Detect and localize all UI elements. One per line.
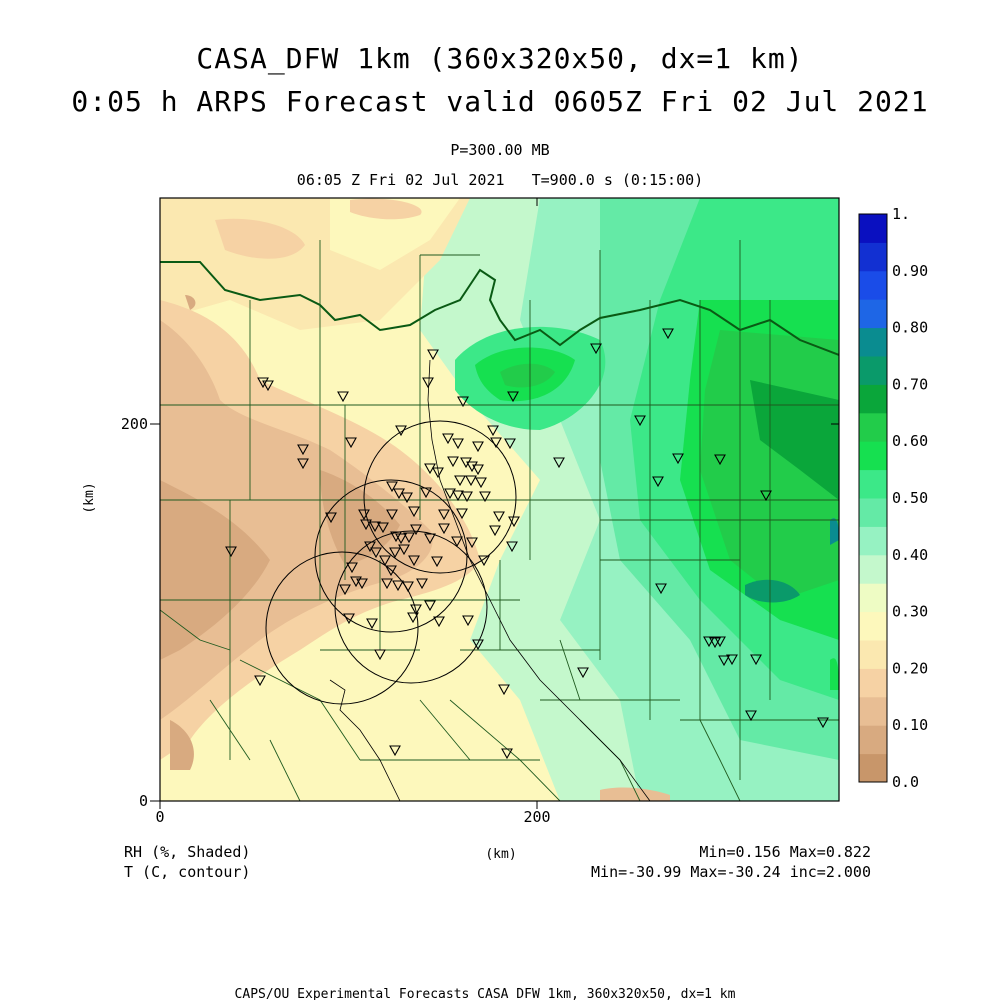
colorbar-swatch (859, 668, 887, 698)
colorbar-swatch (859, 412, 887, 442)
colorbar-tick-label: 0.50 (892, 489, 928, 507)
colorbar-swatch (859, 498, 887, 527)
colorbar-swatch (859, 327, 887, 357)
plot-frame (159, 197, 840, 802)
colorbar-swatch (859, 554, 887, 584)
rh-shaded-field (160, 198, 839, 801)
colorbar-swatch (859, 725, 887, 755)
shaded-field-label: RH (%, Shaded) (124, 843, 250, 861)
colorbar-tick-label: 0.90 (892, 262, 928, 280)
colorbar-swatch (859, 469, 887, 499)
forecast-valid-title: 0:05 h ARPS Forecast valid 0605Z Fri 02 … (71, 85, 929, 118)
rh-colorbar (859, 214, 887, 783)
colorbar-swatch (859, 356, 887, 385)
colorbar-tick-label: 0.20 (892, 659, 928, 677)
state-boundary (160, 261, 839, 356)
colorbar-tick-label: 0.10 (892, 716, 928, 734)
colorbar-swatch (859, 242, 887, 272)
x-tick-label: 200 (523, 808, 550, 826)
contour-range: Min=-30.99 Max=-30.24 inc=2.000 (591, 863, 871, 881)
colorbar-frame (858, 213, 888, 783)
colorbar-swatch (859, 611, 887, 641)
colorbar-tick-label: 0.70 (892, 375, 928, 393)
plot-title: CASA_DFW 1km (360x320x50, dx=1 km) (196, 42, 804, 75)
river-line (329, 679, 401, 801)
y-tick-label: 0 (139, 792, 148, 810)
colorbar-labels: 0.0 0.10 0.20 0.30 0.40 0.50 0.60 0.70 0.80 0.90 1… (892, 205, 928, 791)
colorbar-tick-label: 0.30 (892, 603, 928, 621)
colorbar-tick-label: 1. (892, 205, 910, 223)
colorbar-swatch (859, 214, 887, 243)
river-line (427, 359, 651, 801)
colorbar-swatch (859, 441, 887, 471)
radar-range-rings (265, 420, 517, 705)
colorbar-swatch (859, 384, 887, 414)
y-tick-label: 200 (121, 415, 148, 433)
colorbar-swatch (859, 753, 887, 783)
x-tick-label: 0 (155, 808, 164, 826)
valid-time-line: 06:05 Z Fri 02 Jul 2021 T=900.0 s (0:15:… (296, 171, 704, 189)
colorbar-tick-label: 0.0 (892, 773, 919, 791)
colorbar-swatch (859, 583, 887, 613)
footer-credit: CAPS/OU Experimental Forecasts CASA DFW … (235, 987, 736, 1000)
pressure-level: P=300.00 MB (450, 141, 550, 159)
colorbar-tick-label: 0.60 (892, 432, 928, 450)
colorbar-swatch (859, 640, 887, 669)
colorbar-swatch (859, 270, 887, 300)
contour-field-label: T (C, contour) (124, 863, 250, 881)
colorbar-swatch (859, 696, 887, 726)
y-axis-label: (km) (82, 482, 97, 513)
colorbar-tick-label: 0.40 (892, 546, 928, 564)
colorbar-tick-label: 0.80 (892, 319, 928, 337)
colorbar-swatch (859, 299, 887, 329)
x-axis-label: (km) (485, 847, 516, 862)
shaded-range: Min=0.156 Max=0.822 (699, 843, 871, 861)
colorbar-swatch (859, 526, 887, 556)
axis-ticks (150, 198, 839, 809)
